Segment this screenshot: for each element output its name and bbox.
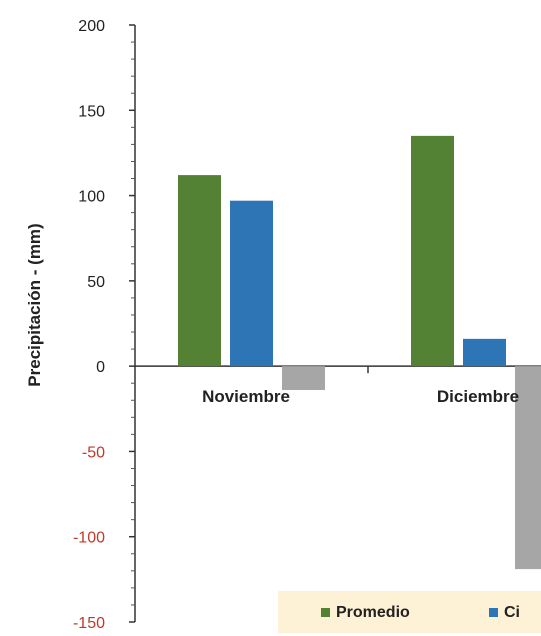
bar bbox=[230, 200, 273, 367]
bar bbox=[282, 366, 325, 391]
y-tick-label: 100 bbox=[78, 189, 105, 206]
legend-label-ci: Ci bbox=[504, 604, 520, 621]
bars bbox=[178, 135, 541, 570]
axes: 200 150 100 50 0 -50 -100 -150 bbox=[73, 18, 541, 632]
y-tick-label: 200 bbox=[78, 18, 105, 35]
bar bbox=[463, 338, 506, 367]
y-tick-label: 50 bbox=[87, 274, 105, 291]
y-tick-label: 150 bbox=[78, 103, 105, 120]
legend-label-promedio: Promedio bbox=[336, 604, 410, 621]
y-tick-label: -50 bbox=[82, 444, 105, 461]
y-tick-label: 0 bbox=[96, 359, 105, 376]
y-tick-label: -100 bbox=[73, 530, 105, 547]
category-labels: Noviembre Diciembre bbox=[202, 387, 519, 406]
legend: Promedio Ci bbox=[278, 591, 541, 633]
bar bbox=[178, 175, 221, 367]
x-category-label: Diciembre bbox=[437, 387, 519, 406]
legend-swatch-promedio bbox=[321, 608, 330, 617]
bar bbox=[515, 366, 541, 570]
bar bbox=[411, 135, 454, 367]
y-axis-label-group: Precipitación - (mm) bbox=[25, 223, 44, 386]
y-tick-label: -150 bbox=[73, 615, 105, 632]
x-category-label: Noviembre bbox=[202, 387, 290, 406]
y-axis-label: Precipitación - (mm) bbox=[25, 223, 44, 386]
legend-swatch-ci bbox=[489, 608, 498, 617]
